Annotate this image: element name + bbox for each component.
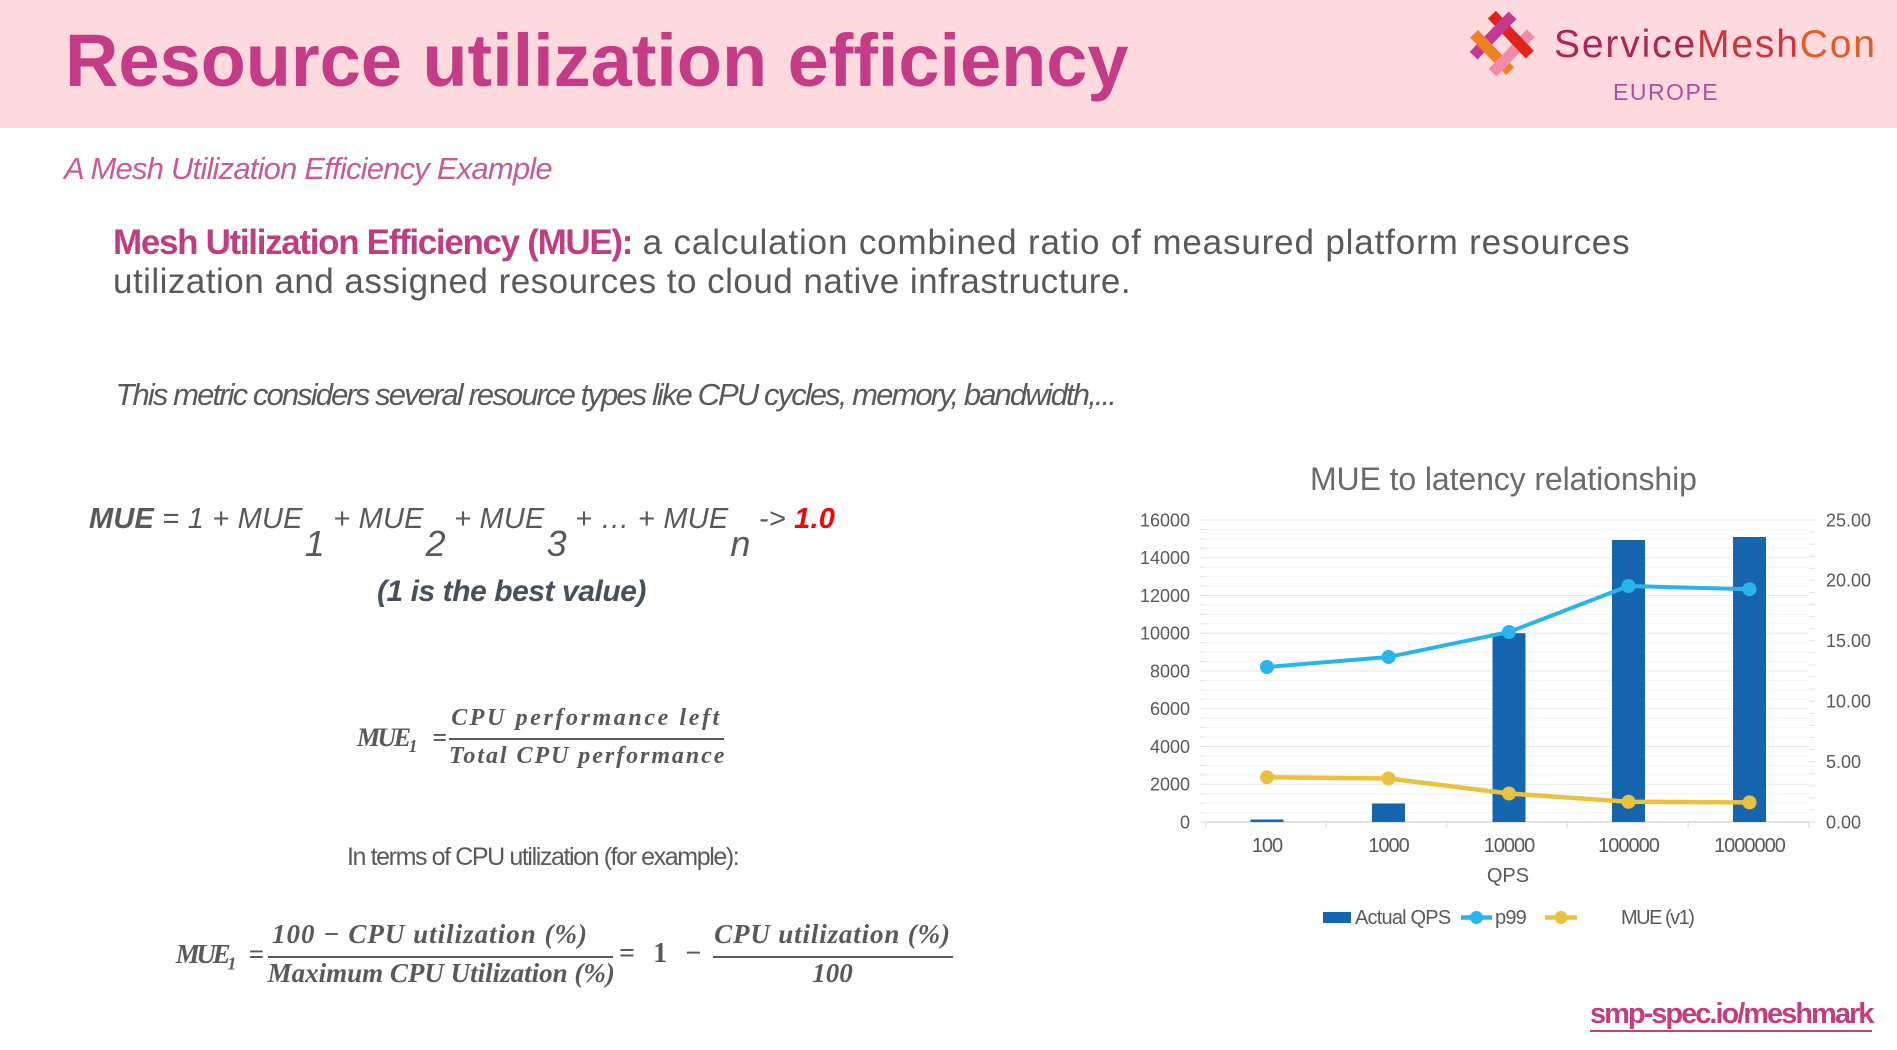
svg-text:15.00: 15.00 bbox=[1826, 631, 1871, 651]
svg-text:p99: p99 bbox=[1495, 907, 1527, 929]
svg-text:16000: 16000 bbox=[1140, 510, 1190, 530]
svg-text:Actual QPS: Actual QPS bbox=[1355, 907, 1451, 929]
svg-text:100: 100 bbox=[1252, 835, 1283, 857]
svg-text:10000: 10000 bbox=[1484, 835, 1535, 857]
svg-text:12000: 12000 bbox=[1140, 586, 1190, 606]
svg-text:2000: 2000 bbox=[1150, 775, 1190, 795]
svg-text:MUE (v1): MUE (v1) bbox=[1621, 907, 1694, 929]
svg-text:0.00: 0.00 bbox=[1826, 812, 1861, 832]
svg-text:4000: 4000 bbox=[1150, 737, 1190, 757]
svg-text:6000: 6000 bbox=[1150, 699, 1190, 719]
svg-text:100000: 100000 bbox=[1598, 835, 1660, 857]
svg-text:1000000: 1000000 bbox=[1714, 835, 1786, 857]
svg-text:20.00: 20.00 bbox=[1826, 571, 1871, 591]
svg-text:QPS: QPS bbox=[1487, 865, 1529, 887]
svg-text:0: 0 bbox=[1180, 812, 1190, 832]
svg-text:10.00: 10.00 bbox=[1826, 692, 1871, 712]
svg-text:25.00: 25.00 bbox=[1826, 510, 1871, 530]
svg-text:10000: 10000 bbox=[1140, 624, 1190, 644]
svg-text:14000: 14000 bbox=[1140, 548, 1190, 568]
svg-text:8000: 8000 bbox=[1150, 661, 1190, 681]
svg-text:1000: 1000 bbox=[1368, 835, 1409, 857]
svg-text:5.00: 5.00 bbox=[1826, 752, 1861, 772]
